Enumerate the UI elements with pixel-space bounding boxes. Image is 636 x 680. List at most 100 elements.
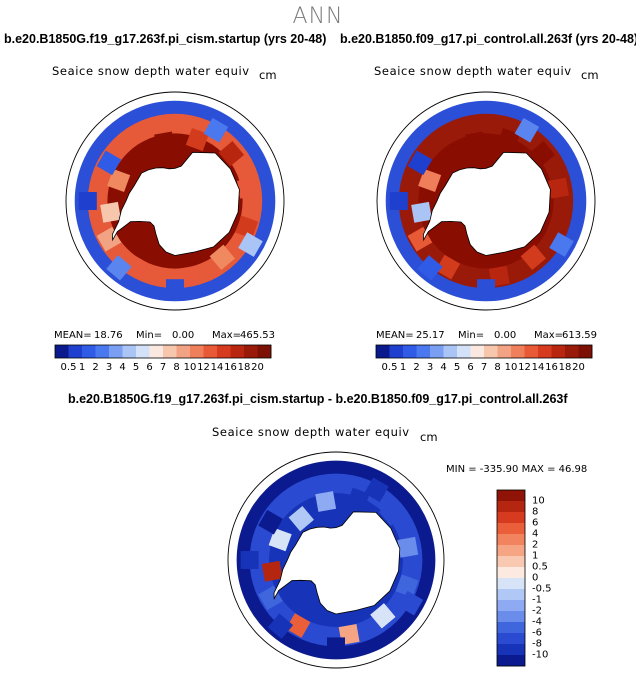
left-colorbar-swatch — [82, 345, 96, 358]
diff-map-cell — [258, 509, 283, 535]
left-colorbar-tick-label: 8 — [173, 362, 180, 373]
left-map-cell — [154, 131, 176, 153]
right-map-cell — [496, 128, 520, 152]
left-colorbar-frame — [54, 344, 272, 359]
page-title: ANN — [292, 4, 344, 29]
right-colorbar-swatch — [565, 345, 579, 358]
diff-antarctica-landmass — [273, 511, 401, 615]
diff-map-cell — [364, 477, 389, 503]
left-polar-map — [65, 91, 285, 311]
left-antarctica-landmass — [111, 151, 240, 256]
left-colorbar-swatch — [217, 345, 231, 358]
left-map-cell — [209, 244, 235, 271]
left-map-cell — [185, 128, 209, 152]
right-map-cell — [548, 177, 569, 199]
right-map-cell — [546, 215, 570, 239]
left-colorbar-tick-label: 6 — [146, 362, 153, 373]
right-map-cell — [389, 192, 408, 211]
difference-colorbar-swatch — [497, 512, 525, 524]
diff-map-cell — [370, 603, 396, 629]
left-max-value: 465.53 — [240, 330, 275, 341]
diff-minmax: MIN = -335.90 MAX = 46.98 — [446, 464, 588, 475]
difference-colorbar-tick-label: 6 — [532, 517, 539, 529]
left-colorbar-tick-label: 1 — [78, 362, 86, 373]
left-map-cell — [166, 279, 184, 298]
left-panel-title: b.e20.B1850G.f19_g17.263f.pi_cism.startu… — [4, 32, 327, 46]
right-colorbar-tick-label: 8 — [494, 362, 501, 373]
right-antarctica-landmass — [422, 151, 551, 256]
difference-colorbar-swatch — [497, 589, 525, 601]
left-colorbar-tick-label: 12 — [197, 362, 210, 373]
left-colorbar-swatch — [122, 345, 137, 358]
right-colorbar-tick-label: 0.5 — [381, 362, 398, 373]
right-colorbar-tick-label: 12 — [518, 362, 531, 373]
left-map-stats: MEAN= 18.76 Min= 0.00 Max= 465.53 — [54, 330, 284, 342]
difference-colorbar-tick-label: 0.5 — [532, 561, 548, 573]
right-colorbar-swatch — [538, 345, 552, 358]
difference-colorbar-tick-label: -4 — [532, 616, 542, 628]
difference-colorbar-tick-label: 2 — [532, 539, 539, 551]
right-colorbar-tick-label: 20 — [572, 362, 585, 373]
right-colorbar-swatch — [484, 345, 498, 358]
diff-map-cell — [327, 637, 345, 656]
difference-colorbar-swatch — [497, 633, 525, 645]
left-mean-label: MEAN= — [54, 330, 92, 341]
right-colorbar-swatch — [578, 345, 593, 358]
right-map-cell — [549, 232, 574, 257]
difference-colorbar-swatch — [497, 622, 525, 634]
left-min-label: Min= — [136, 330, 163, 341]
right-colorbar-swatch — [376, 345, 390, 358]
difference-colorbar-swatch — [497, 545, 525, 557]
difference-colorbar-swatch — [497, 567, 525, 579]
difference-colorbar-swatch — [497, 600, 525, 612]
difference-colorbar-swatch — [497, 556, 525, 568]
left-map-cell — [106, 255, 132, 281]
left-colorbar-tick-label: 4 — [119, 362, 126, 373]
right-map-cell — [514, 117, 540, 143]
difference-colorbar-tick-label: -2 — [532, 605, 542, 617]
right-colorbar-swatch — [457, 345, 471, 358]
right-colorbar-tick-label: 1 — [399, 362, 407, 373]
difference-title: b.e20.B1850G.f19_g17.263f.pi_cism.startu… — [68, 392, 568, 406]
right-colorbar-swatch — [443, 345, 458, 358]
difference-polar-map — [227, 451, 445, 669]
difference-colorbar-tick-label: -0.5 — [532, 583, 552, 595]
difference-colorbar-tick-label: 10 — [532, 495, 545, 507]
diff-map-cell — [397, 536, 419, 558]
left-colorbar-tick-label: 0.5 — [60, 362, 77, 373]
difference-colorbar-tick-label: -8 — [532, 638, 542, 650]
right-colorbar-swatch — [470, 345, 485, 358]
left-map-cell — [107, 168, 131, 193]
left-colorbar-tick-label: 16 — [224, 362, 237, 373]
diff-map-units: cm — [420, 430, 438, 444]
left-map-cell — [218, 141, 245, 167]
right-map-units: cm — [581, 68, 599, 82]
right-colorbar — [375, 344, 593, 359]
left-map-units: cm — [259, 68, 277, 82]
right-map-cell — [465, 131, 487, 153]
left-colorbar-swatch — [257, 345, 272, 358]
right-map-cell — [529, 141, 556, 167]
right-colorbar-swatch — [497, 345, 512, 358]
left-colorbar-tick-label: 7 — [159, 362, 167, 373]
left-colorbar-tick-label: 20 — [251, 362, 264, 373]
difference-colorbar-tick-label: 0 — [532, 572, 539, 584]
diff-map-cell — [285, 613, 311, 638]
left-mean-value: 18.76 — [94, 330, 123, 341]
right-map-cell — [417, 255, 443, 281]
left-colorbar-tick-label: 2 — [92, 362, 99, 373]
left-colorbar-tick-label: 18 — [237, 362, 251, 373]
diff-map-cell — [379, 500, 405, 526]
left-colorbar-labels: 0.5 1 2 3 4 5 6 7 8 10 12 14 16 18 20 — [55, 362, 271, 374]
left-map-cell — [238, 232, 263, 257]
left-colorbar-swatch — [55, 345, 69, 358]
right-colorbar-tick-label: 7 — [480, 362, 488, 373]
diff-map-cell — [268, 528, 292, 552]
difference-colorbar-swatch — [497, 655, 525, 667]
right-max-value: 613.59 — [562, 330, 597, 341]
right-map-variable: Seaice snow depth water equiv — [374, 64, 572, 78]
difference-colorbar-tick-label: -10 — [532, 649, 549, 661]
difference-colorbar-swatch — [497, 501, 525, 513]
left-map-cell — [203, 117, 229, 143]
difference-colorbar-tick-label: -6 — [532, 627, 542, 639]
